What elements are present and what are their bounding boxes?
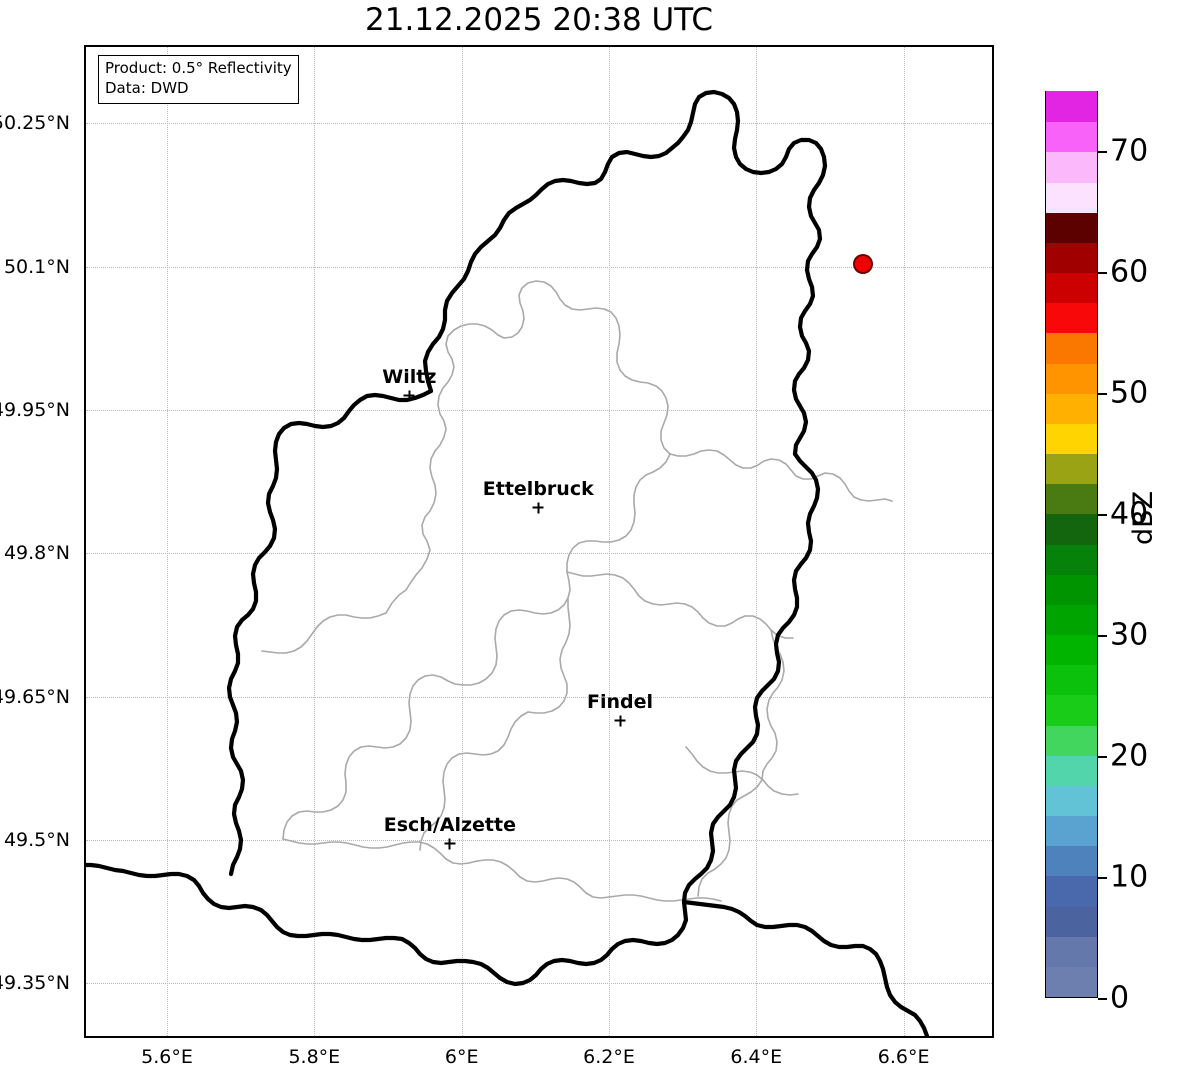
colorbar-band xyxy=(1046,603,1097,635)
colorbar-tick-label: 20 xyxy=(1110,738,1149,774)
colorbar-tick-label: 0 xyxy=(1110,980,1130,1016)
city-marker-icon xyxy=(444,838,456,850)
y-axis-tick-label: 49.35°N xyxy=(0,972,70,995)
colorbar-band xyxy=(1046,181,1097,213)
city-label-esch-alzette: Esch/Alzette xyxy=(383,813,516,836)
colorbar-band xyxy=(1046,271,1097,304)
colorbar-tick-label: 40 xyxy=(1110,496,1149,532)
colorbar-band xyxy=(1046,543,1097,575)
reflectivity-colorbar[interactable] xyxy=(1045,90,1098,998)
gridline-vertical xyxy=(167,47,169,1036)
colorbar-band xyxy=(1046,664,1097,696)
product-info-box: Product: 0.5° Reflectivity Data: DWD xyxy=(98,55,299,104)
colorbar-tick-label: 10 xyxy=(1110,859,1149,895)
city-marker-icon xyxy=(403,390,415,402)
colorbar-band xyxy=(1046,875,1097,907)
colorbar-band xyxy=(1046,965,1097,997)
colorbar-band xyxy=(1046,332,1097,364)
colorbar-tick-mark xyxy=(1098,151,1107,154)
colorbar-tick-mark xyxy=(1098,514,1107,517)
gridline-horizontal xyxy=(86,410,992,412)
colorbar-axis-label: dBZ xyxy=(1128,490,1159,545)
colorbar-band xyxy=(1046,814,1097,847)
city-marker-icon xyxy=(532,502,544,514)
colorbar-band xyxy=(1046,452,1097,485)
colorbar-tick-mark xyxy=(1098,998,1107,1000)
colorbar-tick-label: 70 xyxy=(1110,133,1149,169)
map-vector-layer xyxy=(86,89,930,1036)
gridline-vertical xyxy=(903,47,905,1036)
gridline-horizontal xyxy=(86,840,992,842)
colorbar-band xyxy=(1046,845,1097,877)
city-label-ettelbruck: Ettelbruck xyxy=(482,477,594,500)
colorbar-band xyxy=(1046,362,1097,394)
colorbar-band xyxy=(1046,302,1097,334)
gridline-vertical xyxy=(314,47,316,1036)
colorbar-tick-mark xyxy=(1098,272,1107,275)
colorbar-band xyxy=(1046,90,1097,123)
x-axis-tick-label: 5.6°E xyxy=(141,1046,193,1068)
gridline-horizontal xyxy=(86,553,992,555)
city-label-wiltz: Wiltz xyxy=(382,365,437,388)
colorbar-tick-label: 30 xyxy=(1110,617,1149,653)
x-axis-tick-label: 6.2°E xyxy=(583,1046,635,1068)
y-axis-tick-label: 49.65°N xyxy=(0,685,70,708)
colorbar-band xyxy=(1046,573,1097,605)
gridline-vertical xyxy=(608,47,610,1036)
colorbar-band xyxy=(1046,483,1097,515)
colorbar-band xyxy=(1046,935,1097,967)
colorbar-band xyxy=(1046,422,1097,454)
colorbar-band xyxy=(1046,694,1097,726)
gridline-horizontal xyxy=(86,983,992,985)
colorbar-band xyxy=(1046,392,1097,424)
y-axis-tick-label: 49.95°N xyxy=(0,399,70,422)
colorbar-band xyxy=(1046,633,1097,666)
colorbar-tick-mark xyxy=(1098,393,1107,396)
colorbar-tick-label: 60 xyxy=(1110,254,1149,290)
colorbar-band xyxy=(1046,905,1097,937)
colorbar-band xyxy=(1046,754,1097,786)
data-source-line: Data: DWD xyxy=(105,78,189,97)
colorbar-tick-mark xyxy=(1098,756,1107,759)
national-borders xyxy=(86,89,930,1036)
y-axis-tick-label: 49.5°N xyxy=(3,829,70,852)
x-axis-tick-label: 5.8°E xyxy=(288,1046,341,1068)
gridline-vertical xyxy=(461,47,463,1036)
colorbar-band xyxy=(1046,241,1097,273)
gridline-vertical xyxy=(756,47,758,1036)
product-line: Product: 0.5° Reflectivity xyxy=(105,59,292,77)
y-axis-tick-label: 50.1°N xyxy=(3,255,70,278)
x-axis-tick-label: 6.6°E xyxy=(877,1046,930,1068)
colorbar-band xyxy=(1046,211,1097,243)
colorbar-band xyxy=(1046,784,1097,816)
colorbar-tick-mark xyxy=(1098,635,1107,638)
gridline-horizontal xyxy=(86,696,992,698)
radar-map-plot[interactable]: Product: 0.5° Reflectivity Data: DWD xyxy=(84,45,994,1038)
y-axis-tick-label: 49.8°N xyxy=(3,542,70,565)
y-axis-tick-label: 50.25°N xyxy=(0,112,70,135)
colorbar-tick-mark xyxy=(1098,877,1107,880)
x-axis-tick-label: 6.4°E xyxy=(730,1046,783,1068)
page-title: 21.12.2025 20:38 UTC xyxy=(365,2,713,38)
colorbar-tick-label: 50 xyxy=(1110,375,1149,411)
canton-boundaries xyxy=(261,280,893,902)
colorbar-band xyxy=(1046,724,1097,756)
colorbar-band xyxy=(1046,121,1097,153)
radar-echo-cell xyxy=(855,255,872,272)
city-marker-icon xyxy=(614,715,626,727)
colorbar-band xyxy=(1046,513,1097,545)
x-axis-tick-label: 6°E xyxy=(444,1046,479,1068)
colorbar-band xyxy=(1046,151,1097,183)
city-label-findel: Findel xyxy=(587,690,654,713)
gridline-horizontal xyxy=(86,123,992,125)
